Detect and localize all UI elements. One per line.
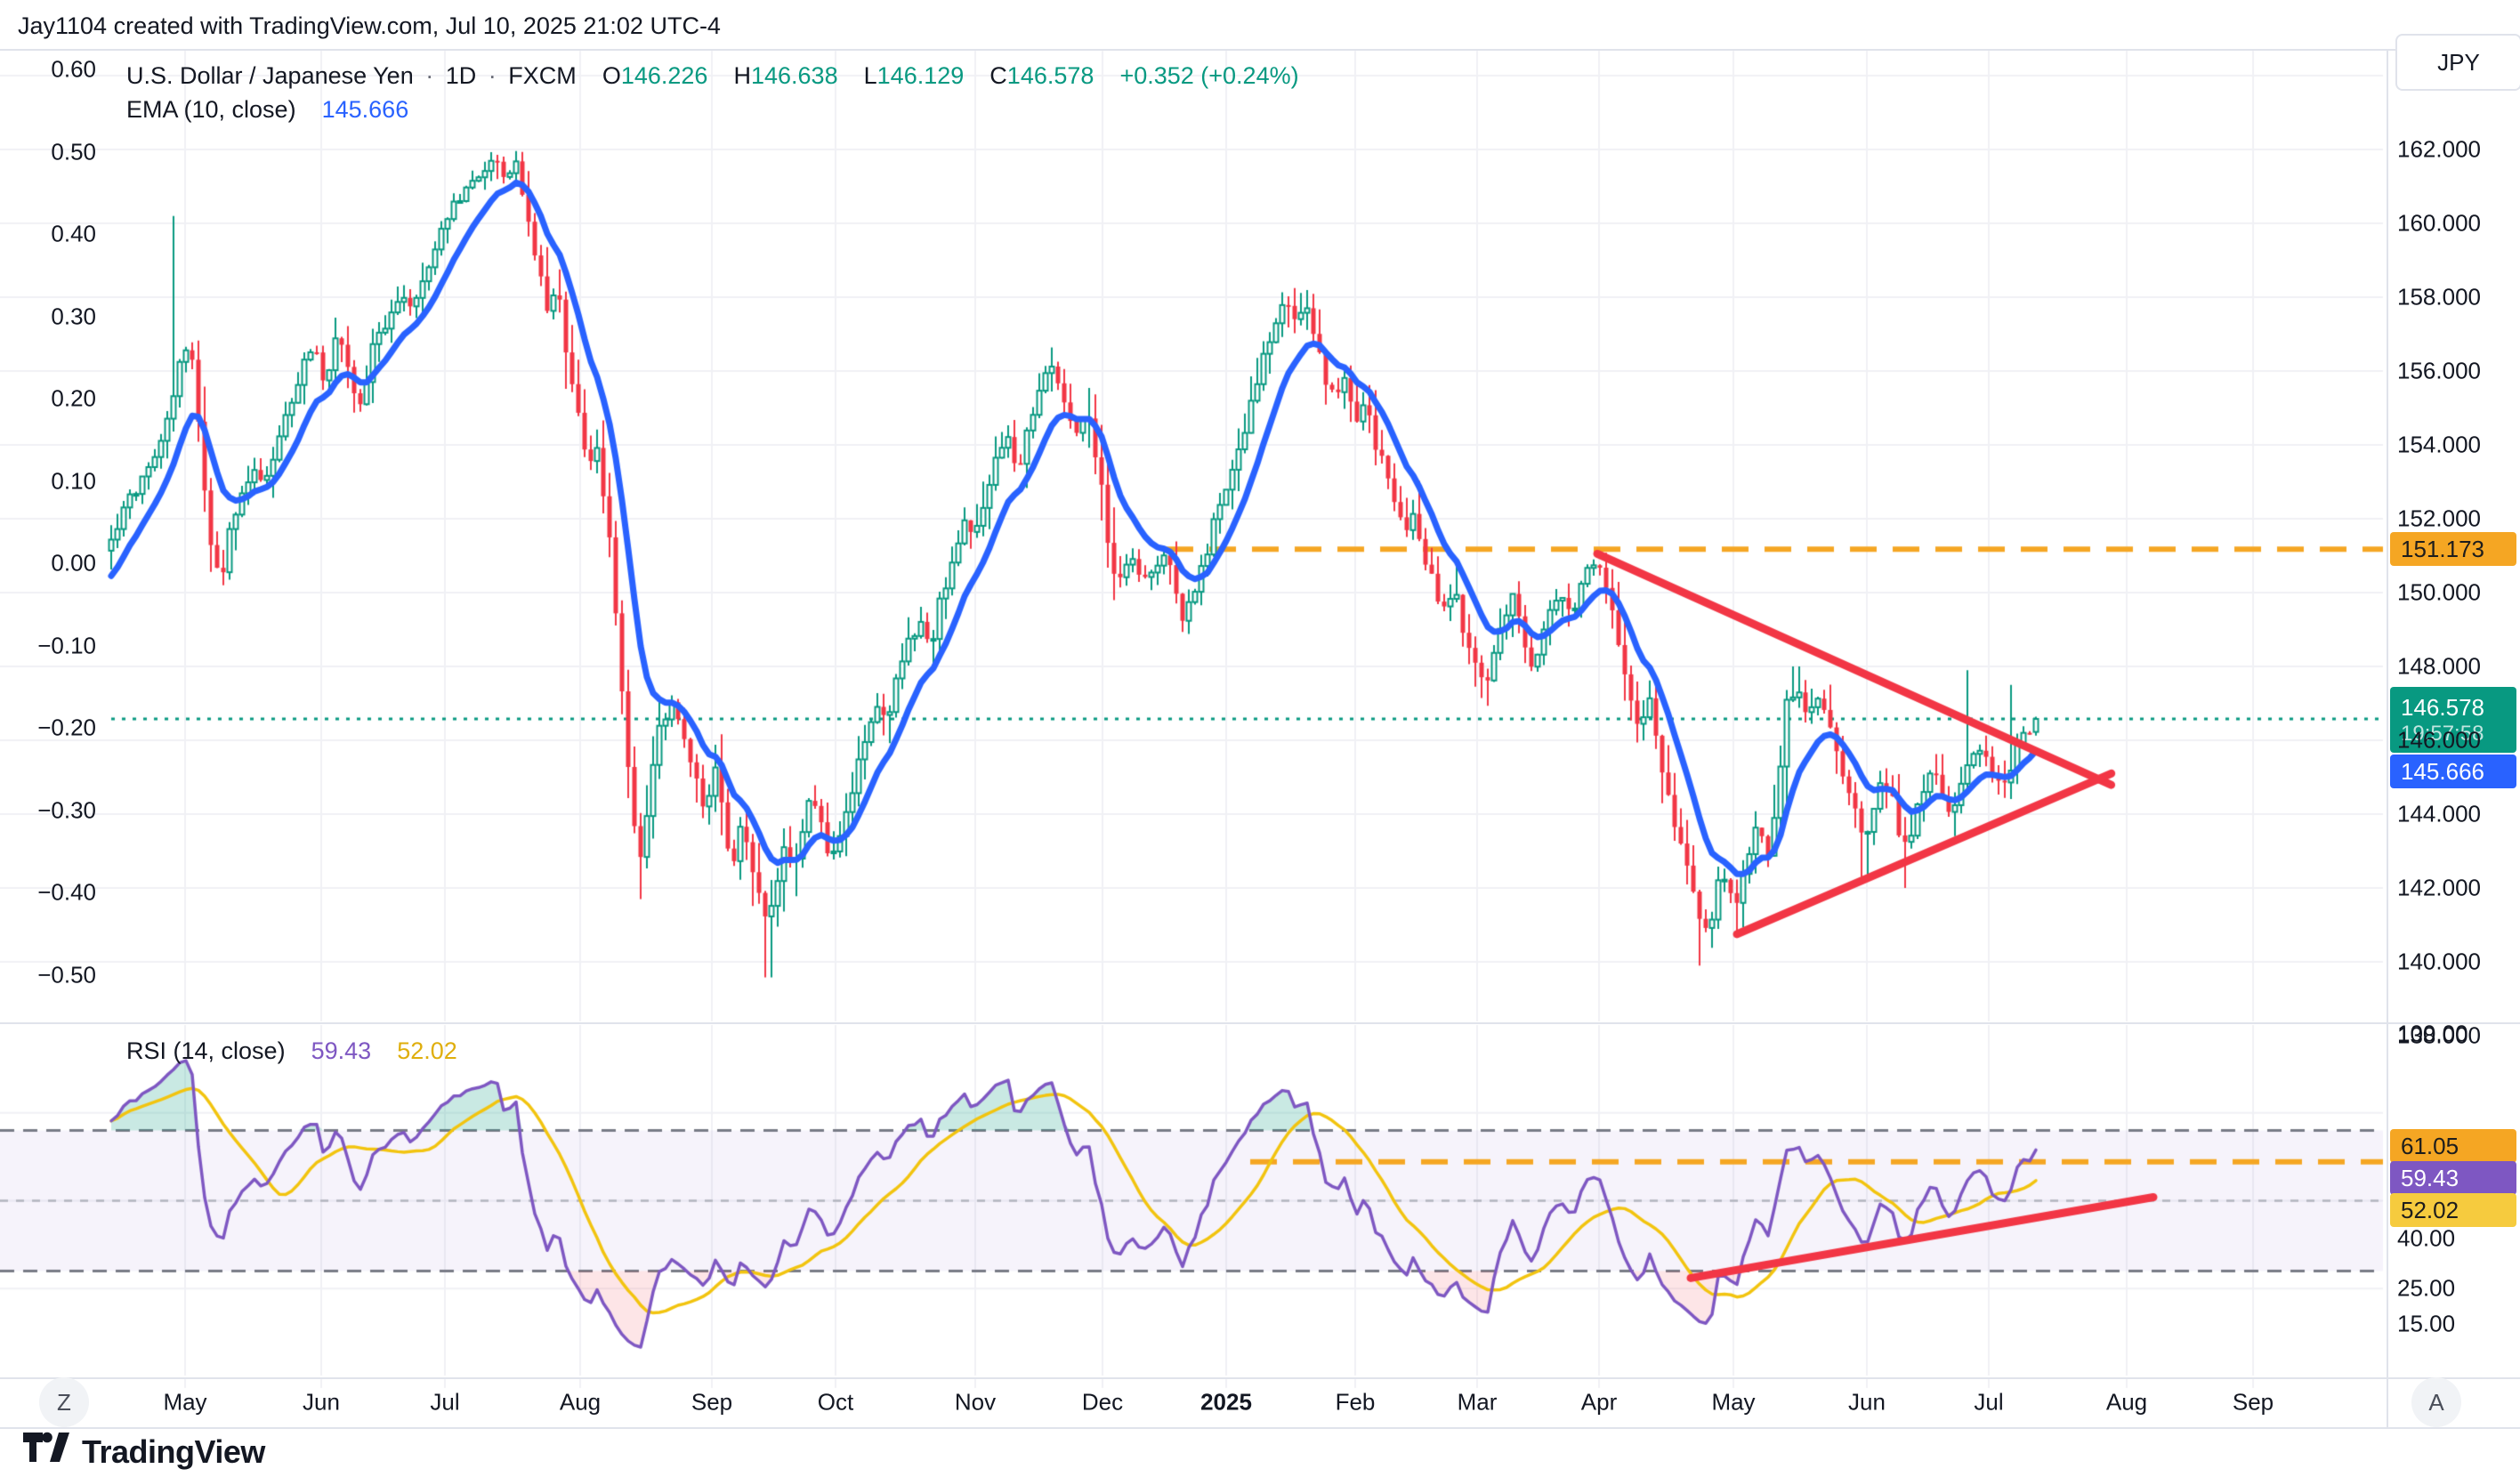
rsi-ma-value: 52.02 — [397, 1037, 457, 1064]
time-axis-label[interactable]: May — [163, 1388, 207, 1416]
symbol-exchange[interactable]: FXCM — [508, 62, 577, 89]
bar-close-countdown: 19:57:58 — [2401, 721, 2484, 746]
price-axis-label[interactable]: 140.000 — [2397, 948, 2481, 975]
overlay-scale-label[interactable]: 0.40 — [51, 220, 96, 247]
rsi-axis-label[interactable]: 15.00 — [2397, 1310, 2456, 1337]
overlay-scale-label[interactable]: −0.20 — [37, 714, 96, 741]
symbol-timeframe[interactable]: 1D — [445, 62, 477, 89]
time-axis-label[interactable]: Oct — [817, 1388, 854, 1416]
rsi-value: 59.43 — [311, 1037, 372, 1064]
time-axis-label[interactable]: Sep — [2232, 1388, 2274, 1416]
time-axis-bottom-border — [0, 1427, 2520, 1429]
overlay-scale-label[interactable]: −0.40 — [37, 878, 96, 906]
price-axis-label[interactable]: 142.000 — [2397, 874, 2481, 901]
tradingview-brand-text: TradingView — [82, 1433, 265, 1470]
price-axis-label[interactable]: 152.000 — [2397, 504, 2481, 532]
open-value: 146.226 — [620, 62, 708, 89]
a-badge-button[interactable]: A — [2411, 1377, 2461, 1427]
time-axis-label[interactable]: Feb — [1335, 1388, 1376, 1416]
price-axis-label[interactable]: 156.000 — [2397, 357, 2481, 384]
rsi-value-chip: 59.43 — [2390, 1161, 2516, 1195]
rsi-value-chip: 61.05 — [2390, 1129, 2516, 1163]
time-axis-label[interactable]: Sep — [691, 1388, 733, 1416]
time-axis-label[interactable]: Jun — [303, 1388, 340, 1416]
last-price-value: 146.578 — [2401, 693, 2484, 721]
rsi-value-chip: 52.02 — [2390, 1193, 2516, 1227]
time-axis-label[interactable]: Apr — [1580, 1388, 1618, 1416]
overlay-scale-label[interactable]: −0.30 — [37, 796, 96, 823]
time-axis-label[interactable]: Jul — [430, 1388, 460, 1416]
ema-price-label: 145.666 — [2390, 755, 2516, 788]
level-price-label: 151.173 — [2390, 532, 2516, 566]
overlay-scale-label[interactable]: 0.00 — [51, 549, 96, 577]
overlay-scale-label[interactable]: 0.30 — [51, 303, 96, 329]
overlay-scale-label[interactable]: 0.50 — [51, 138, 96, 165]
overlay-scale-label[interactable]: −0.50 — [37, 961, 96, 988]
time-axis-label[interactable]: May — [1711, 1388, 1756, 1416]
overlay-scale-label[interactable]: −0.10 — [37, 632, 96, 658]
symbol-title[interactable]: U.S. Dollar / Japanese Yen — [126, 62, 414, 89]
symbol-legend[interactable]: U.S. Dollar / Japanese Yen · 1D · FXCM O… — [126, 59, 1299, 126]
time-axis-label[interactable]: Jul — [1974, 1388, 2004, 1416]
watermark-attribution: Jay1104 created with TradingView.com, Ju… — [18, 12, 721, 39]
time-axis-label[interactable]: Dec — [1081, 1388, 1124, 1416]
rsi-axis-label[interactable]: 25.00 — [2397, 1274, 2456, 1302]
time-axis-label[interactable]: Mar — [1457, 1388, 1498, 1416]
time-axis-label[interactable]: 2025 — [1200, 1388, 1252, 1416]
open-label: O — [602, 62, 621, 89]
z-badge-label: Z — [57, 1388, 71, 1416]
rsi-axis-label[interactable]: 40.00 — [2397, 1224, 2456, 1252]
legend-separator: · — [488, 62, 497, 89]
overlay-scale-label[interactable]: 0.10 — [51, 467, 96, 494]
legend-separator: · — [425, 62, 434, 89]
time-axis-label[interactable]: Aug — [2105, 1388, 2148, 1416]
price-axis-label[interactable]: 144.000 — [2397, 800, 2481, 827]
high-value: 146.638 — [750, 62, 838, 89]
a-badge-label: A — [2428, 1388, 2444, 1416]
price-axis-label[interactable]: 160.000 — [2397, 209, 2481, 237]
last-price-label: 146.578 19:57:58 — [2390, 687, 2516, 753]
close-value: 146.578 — [1006, 62, 1094, 89]
price-axis-label[interactable]: 162.000 — [2397, 135, 2481, 163]
rsi-label[interactable]: RSI (14, close) — [126, 1037, 286, 1064]
rsi-axis-label[interactable]: 100.00 — [2397, 1020, 2468, 1047]
time-axis-label[interactable]: Nov — [954, 1388, 997, 1416]
time-axis-border — [0, 1377, 2520, 1379]
price-axis-label[interactable]: 158.000 — [2397, 283, 2481, 311]
price-scale-border — [2387, 49, 2388, 1427]
change-value: +0.352 (+0.24%) — [1119, 62, 1299, 89]
high-label: H — [733, 62, 751, 89]
ema-label[interactable]: EMA (10, close) — [126, 96, 296, 123]
price-axis-label[interactable]: 138.000 — [2397, 1021, 2481, 1049]
time-axis-label[interactable]: Jun — [1848, 1388, 1886, 1416]
z-badge-button[interactable]: Z — [39, 1377, 89, 1427]
tradingview-logo-icon — [23, 1431, 69, 1473]
price-axis-label[interactable]: 148.000 — [2397, 652, 2481, 680]
rsi-legend[interactable]: RSI (14, close) 59.43 52.02 — [126, 1037, 457, 1065]
price-axis-label[interactable]: 154.000 — [2397, 431, 2481, 458]
tradingview-footer[interactable]: TradingView — [23, 1431, 265, 1473]
time-axis-label[interactable]: Aug — [559, 1388, 602, 1416]
price-axis-label[interactable]: 146.000 — [2397, 726, 2481, 754]
chart-top-border — [0, 49, 2520, 51]
ema-legend-row: EMA (10, close) 145.666 — [126, 93, 1299, 126]
overlay-scale-label[interactable]: 0.20 — [51, 384, 96, 412]
ema-value: 145.666 — [321, 96, 409, 123]
pane-separator[interactable] — [0, 1022, 2520, 1024]
currency-unit-label: JPY — [2437, 48, 2480, 76]
low-label: L — [863, 62, 877, 89]
price-axis-label[interactable]: 150.000 — [2397, 578, 2481, 606]
overlay-scale-label[interactable]: 0.60 — [51, 55, 96, 83]
close-label: C — [989, 62, 1007, 89]
low-value: 146.129 — [876, 62, 965, 89]
symbol-legend-row: U.S. Dollar / Japanese Yen · 1D · FXCM O… — [126, 59, 1299, 93]
currency-unit-button[interactable]: JPY — [2395, 34, 2520, 91]
